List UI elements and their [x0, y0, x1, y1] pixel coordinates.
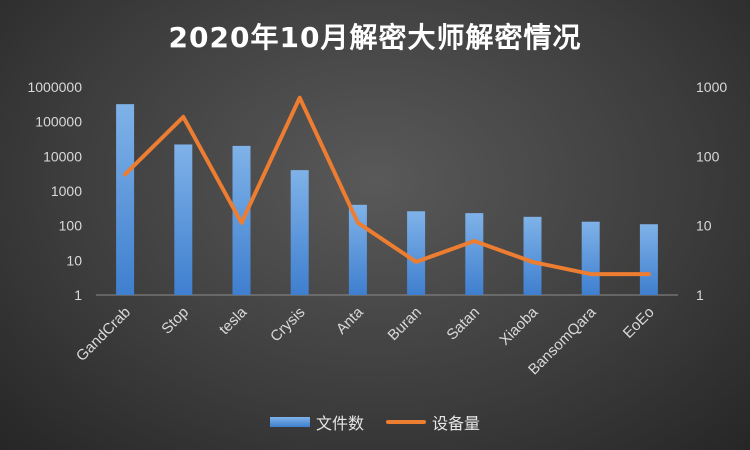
chart-title: 2020年10月解密大师解密情况: [168, 21, 582, 54]
bar: [639, 224, 658, 295]
y-left-tick-label: 100000: [35, 114, 82, 130]
y-right-tick-label: 10: [696, 218, 712, 234]
y-left-tick-label: 100: [59, 218, 83, 234]
category-label: Buran: [385, 304, 425, 344]
y-right-tick-label: 1: [696, 287, 704, 303]
category-label: Xiaoba: [496, 303, 542, 349]
legend-label-devices: 设备量: [432, 414, 481, 433]
y-right-tick-label: 100: [696, 148, 720, 164]
legend-label-files: 文件数: [315, 414, 364, 433]
y-left-tick-label: 1000000: [27, 79, 82, 95]
bar: [581, 221, 600, 295]
bar: [174, 144, 193, 295]
legend: 文件数 设备量: [0, 410, 750, 434]
bar: [116, 104, 135, 295]
line-series: [123, 95, 651, 277]
category-label: Stop: [158, 304, 192, 338]
bar: [290, 170, 309, 295]
legend-swatch-line: [386, 420, 426, 424]
category-label: Satan: [443, 304, 483, 344]
y-right-tick-label: 1000: [696, 79, 727, 95]
category-label: tesla: [216, 303, 251, 338]
legend-item-files: 文件数: [269, 410, 364, 434]
category-label: EoEo: [620, 304, 658, 342]
y-left-tick-label: 10: [66, 252, 82, 268]
bar: [407, 211, 426, 295]
category-label: GandCrab: [73, 304, 134, 365]
y-left-tick-label: 1: [74, 287, 82, 303]
category-label: Anta: [333, 303, 367, 337]
category-label: Crysis: [267, 304, 308, 345]
legend-swatch-bar: [269, 417, 310, 427]
legend-item-devices: 设备量: [386, 410, 480, 434]
bar: [465, 213, 484, 295]
bar: [523, 216, 542, 295]
y-left-tick-label: 10000: [43, 148, 82, 164]
y-left-tick-label: 1000: [51, 183, 82, 199]
